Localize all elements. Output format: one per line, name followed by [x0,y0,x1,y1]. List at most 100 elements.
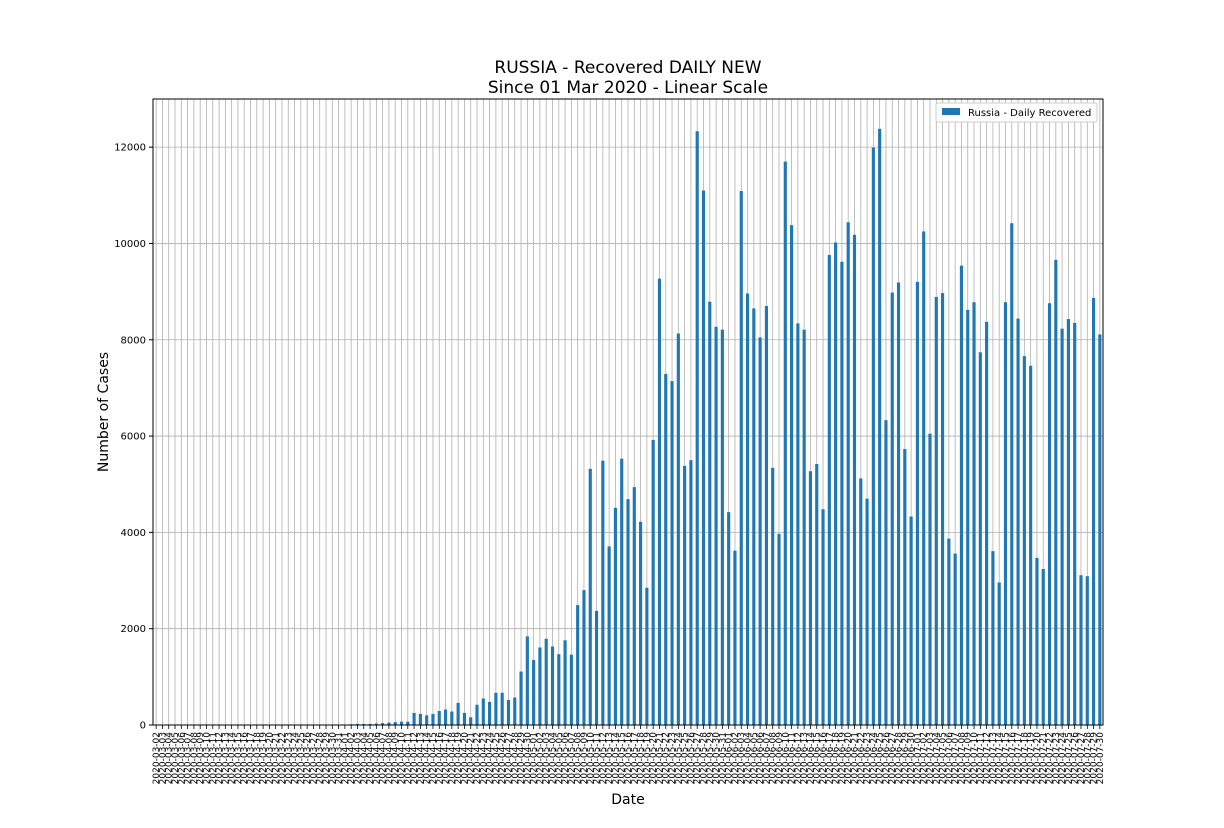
x-tick-label: 2020-07-14 [995,732,1005,785]
bar [475,704,479,725]
x-tick-label: 2020-05-31 [718,732,728,784]
x-tick-label: 2020-03-27 [309,732,319,784]
x-tick-label: 2020-05-08 [574,732,584,785]
bar [1079,575,1083,725]
x-tick-label: 2020-04-13 [416,732,426,784]
x-axis-label: Date [611,792,644,808]
x-tick-label: 2020-03-04 [165,732,175,785]
bar [563,640,567,725]
y-tick-label: 6000 [121,432,146,443]
bar [1010,223,1014,725]
y-tick-label: 4000 [121,528,146,539]
x-tick-label: 2020-05-03 [542,732,552,784]
bar [771,467,775,725]
bar [525,636,529,725]
x-tick-label: 2020-07-13 [989,732,999,784]
bars [343,128,1102,726]
x-tick-label: 2020-05-21 [655,732,665,784]
x-tick-label: 2020-05-05 [555,732,565,784]
x-tick-label: 2020-05-12 [599,732,609,784]
bar [934,296,938,725]
y-tick-label: 8000 [121,335,146,346]
x-tick-label: 2020-07-05 [939,732,949,784]
x-tick-label: 2020-05-24 [674,732,684,785]
bar [450,711,454,725]
bar [689,460,693,725]
x-tick-label: 2020-04-17 [442,732,452,784]
x-tick-label: 2020-06-02 [731,732,741,784]
bar [1022,356,1026,725]
x-tick-label: 2020-05-20 [649,732,659,785]
bar [884,420,888,725]
x-tick-label: 2020-03-25 [297,732,307,784]
x-tick-label: 2020-06-16 [819,732,829,785]
x-tick-label: 2020-03-11 [209,732,219,784]
bar [632,487,636,725]
bar [878,128,882,726]
x-tick-label: 2020-06-10 [781,732,791,785]
x-tick-label: 2020-07-09 [964,732,974,785]
bar [506,699,511,725]
bar [613,507,617,725]
bar [903,449,907,725]
x-tick-label: 2020-06-08 [769,732,779,785]
x-tick-label: 2020-05-02 [536,732,546,784]
x-tick-label: 2020-03-21 [272,732,282,784]
bar [550,646,555,725]
x-tick-label: 2020-05-01 [530,732,540,784]
x-tick-label: 2020-04-23 [479,732,489,784]
x-tick-label: 2020-03-19 [259,732,269,785]
x-tick-label: 2020-05-22 [662,732,672,784]
x-tick-label: 2020-07-17 [1014,732,1024,784]
y-axis-ticks: 0 2000 4000 6000 8000 10000 12000 [114,143,153,732]
x-tick-label: 2020-06-19 [838,732,848,785]
x-tick-label: 2020-06-24 [869,732,879,785]
x-tick-label: 2020-06-23 [863,732,873,784]
x-tick-label: 2020-07-24 [1058,732,1068,785]
bar [544,638,548,725]
x-tick-label: 2020-05-28 [699,732,709,785]
bar [896,282,901,725]
x-tick-label: 2020-05-19 [643,732,653,785]
x-tick-label: 2020-04-20 [460,732,470,785]
legend: Russia - Daily Recovered [935,102,1098,123]
bar [443,709,448,725]
x-tick-label: 2020-04-01 [341,732,351,784]
bar [418,713,422,725]
x-tick-label: 2020-06-13 [800,732,810,784]
bar [972,302,976,725]
x-tick-label: 2020-05-18 [637,732,647,785]
bar [469,717,473,725]
bar [626,499,630,725]
x-tick-label: 2020-06-14 [806,732,816,785]
bar [991,551,995,725]
bar [997,582,1001,725]
bar [978,352,982,725]
bar [720,329,724,725]
x-tick-label: 2020-07-12 [983,732,993,784]
y-tick-label: 2000 [121,624,146,635]
x-tick-label: 2020-03-06 [177,732,187,785]
y-tick-label: 10000 [114,239,146,250]
bar [846,222,850,725]
x-tick-label: 2020-04-03 [353,732,363,784]
bar [576,605,580,725]
x-tick-label: 2020-07-26 [1071,732,1081,785]
bar [802,329,806,725]
x-tick-label: 2020-04-12 [410,732,420,784]
bar [940,293,945,725]
bar [752,308,756,725]
x-tick-label: 2020-07-16 [1008,732,1018,785]
x-tick-label: 2020-07-10 [970,732,980,785]
bar [387,722,391,725]
bar [1098,334,1102,725]
x-tick-label: 2020-07-02 [920,732,930,784]
bar [569,654,573,725]
bar [1003,302,1008,725]
x-tick-label: 2020-03-07 [184,732,194,784]
bar [859,478,863,725]
bar [670,381,674,725]
x-tick-label: 2020-06-27 [888,732,898,784]
x-tick-label: 2020-06-22 [857,732,867,784]
x-tick-label: 2020-07-27 [1077,732,1087,784]
